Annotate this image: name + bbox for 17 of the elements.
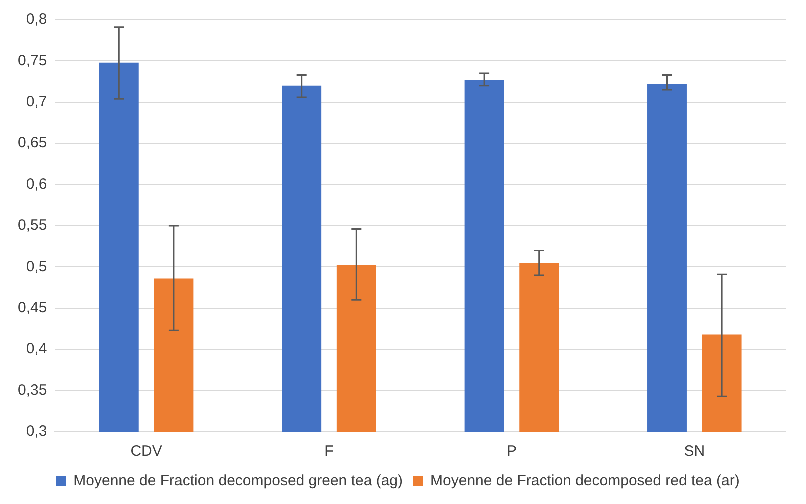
y-tick-label: 0,45 xyxy=(18,300,48,317)
legend-label: Moyenne de Fraction decomposed green tea (ag) xyxy=(74,472,404,490)
y-tick-label: 0,65 xyxy=(18,134,48,152)
y-tick-label: 0,35 xyxy=(18,382,48,399)
x-tick-label: CDV xyxy=(130,443,162,460)
y-tick-label: 0,6 xyxy=(26,176,48,193)
y-tick-label: 0,8 xyxy=(26,11,48,28)
y-tick-label: 0,7 xyxy=(26,94,48,111)
y-tick-label: 0,75 xyxy=(18,52,48,70)
y-tick-label: 0,5 xyxy=(26,258,48,276)
legend-label: Moyenne de Fraction decomposed red tea (ar) xyxy=(430,472,740,490)
x-tick-label: SN xyxy=(684,443,706,460)
x-tick-label: P xyxy=(506,443,517,460)
y-tick-label: 0,3 xyxy=(26,423,48,440)
x-tick-label: F xyxy=(324,443,334,460)
y-tick-label: 0,55 xyxy=(18,217,48,234)
y-tick-label: 0,4 xyxy=(26,340,48,358)
